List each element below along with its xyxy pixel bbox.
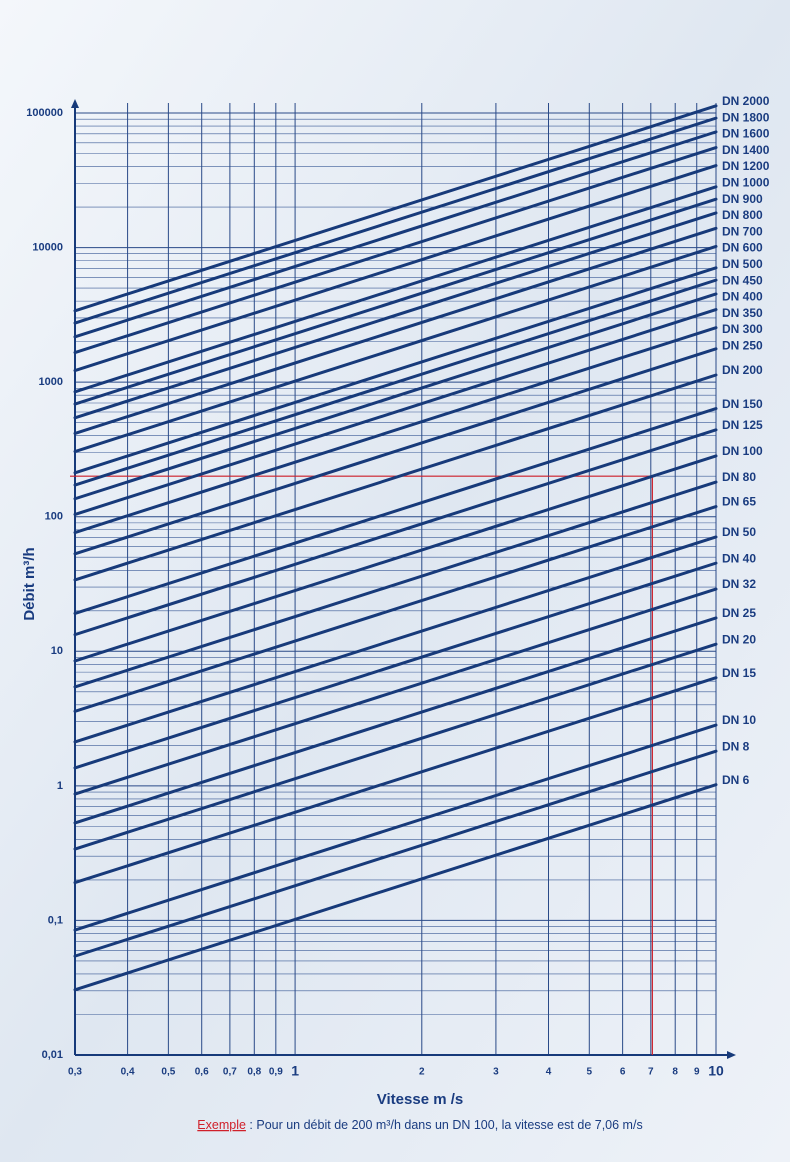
dn-line — [73, 480, 718, 689]
dn-line — [73, 197, 718, 406]
legend-label: DN 15 — [722, 666, 756, 680]
legend-label: DN 1800 — [722, 110, 770, 124]
dn-line — [73, 116, 718, 325]
dn-line — [73, 278, 718, 487]
legend-label: DN 8 — [722, 739, 750, 753]
x-tick-label: 7 — [648, 1067, 654, 1078]
x-tick-label: 3 — [493, 1067, 499, 1078]
y-tick-label: 0,1 — [48, 914, 63, 926]
legend-label: DN 500 — [722, 257, 763, 271]
dn-line — [73, 428, 718, 637]
x-tick-label: 0,6 — [195, 1067, 209, 1078]
dn-line — [73, 130, 718, 339]
legend-label: DN 350 — [722, 306, 763, 320]
legend-label: DN 50 — [722, 525, 756, 539]
legend-label: DN 65 — [722, 495, 756, 509]
x-tick-label: 0,7 — [223, 1067, 237, 1078]
y-tick-label: 100000 — [26, 107, 63, 119]
legend-label: DN 32 — [722, 577, 756, 591]
x-tick-label: 5 — [587, 1067, 593, 1078]
dn-line — [73, 749, 718, 958]
x-tick-label: 9 — [694, 1067, 700, 1078]
y-tick-label: 1000 — [39, 376, 63, 388]
legend-label: DN 600 — [722, 241, 763, 255]
y-tick-label: 1 — [57, 780, 63, 792]
y-tick-label: 10 — [51, 645, 63, 657]
x-tick-label: 0,4 — [121, 1067, 135, 1078]
legend-label: DN 80 — [722, 470, 756, 484]
dn-line — [73, 185, 718, 394]
dn-line — [73, 326, 718, 535]
x-tick-label: 0,5 — [161, 1067, 175, 1078]
legend-label: DN 250 — [722, 339, 763, 353]
x-tick-label: 6 — [620, 1067, 626, 1078]
dn-line — [73, 146, 718, 355]
x-tick-label: 10 — [708, 1063, 724, 1079]
legend-label: DN 1000 — [722, 176, 770, 190]
y-tick-label: 10000 — [32, 241, 63, 253]
dn-line — [73, 164, 718, 373]
legend-label: DN 400 — [722, 290, 763, 304]
dn-line — [73, 347, 718, 556]
dn-line — [73, 642, 718, 851]
dn-line — [73, 723, 718, 932]
legend-label: DN 20 — [722, 632, 756, 646]
dn-line — [73, 266, 718, 475]
dn-line — [73, 587, 718, 796]
legend-label: DN 6 — [722, 773, 750, 787]
dn-line — [73, 211, 718, 420]
legend-label: DN 150 — [722, 397, 763, 411]
dn-line — [73, 308, 718, 516]
legend-label: DN 1200 — [722, 159, 770, 173]
dn-line — [73, 226, 718, 435]
example-label: Exemple — [197, 1118, 246, 1132]
legend-label: DN 2000 — [722, 94, 770, 108]
x-tick-label: 1 — [291, 1063, 299, 1079]
x-tick-label: 2 — [419, 1067, 425, 1078]
y-axis-label: Débit m³/h — [21, 547, 38, 620]
dn-line — [73, 505, 718, 713]
dn-line — [73, 292, 718, 501]
dn-line — [73, 783, 718, 992]
legend-label: DN 40 — [722, 551, 756, 565]
dn-line — [73, 676, 718, 885]
x-tick-label: 0,9 — [269, 1067, 283, 1078]
example-text: : Pour un débit de 200 m³/h dans un DN 1… — [246, 1118, 643, 1132]
x-tick-label: 4 — [546, 1067, 552, 1078]
legend-label: DN 800 — [722, 208, 763, 222]
y-axis-arrow — [71, 99, 79, 108]
legend-label: DN 1400 — [722, 143, 770, 157]
x-axis-label: Vitesse m /s — [377, 1091, 463, 1108]
legend-label: DN 125 — [722, 418, 763, 432]
legend-label: DN 10 — [722, 713, 756, 727]
dn-line — [73, 561, 718, 770]
dn-line — [73, 616, 718, 825]
dn-line — [73, 244, 718, 454]
y-tick-label: 0,01 — [42, 1049, 63, 1061]
legend-label: DN 25 — [722, 606, 756, 620]
example-note: Exemple : Pour un débit de 200 m³/h dans… — [197, 1118, 642, 1132]
dn-line — [73, 373, 718, 582]
x-axis-arrow — [727, 1051, 736, 1059]
dn-line — [73, 454, 718, 663]
dn-line — [73, 104, 718, 313]
y-tick-label: 100 — [45, 511, 63, 523]
legend-label: DN 900 — [722, 192, 763, 206]
legend-label: DN 450 — [722, 273, 763, 287]
legend-label: DN 200 — [722, 363, 763, 377]
dn-line — [73, 535, 718, 744]
legend-label: DN 300 — [722, 322, 763, 336]
legend-label: DN 1600 — [722, 127, 770, 141]
x-tick-label: 8 — [672, 1067, 678, 1078]
dn-line — [73, 407, 718, 615]
legend-label: DN 100 — [722, 444, 763, 458]
x-tick-label: 0,8 — [247, 1067, 261, 1078]
legend-label: DN 700 — [722, 224, 763, 238]
x-tick-label: 0,3 — [68, 1067, 82, 1078]
